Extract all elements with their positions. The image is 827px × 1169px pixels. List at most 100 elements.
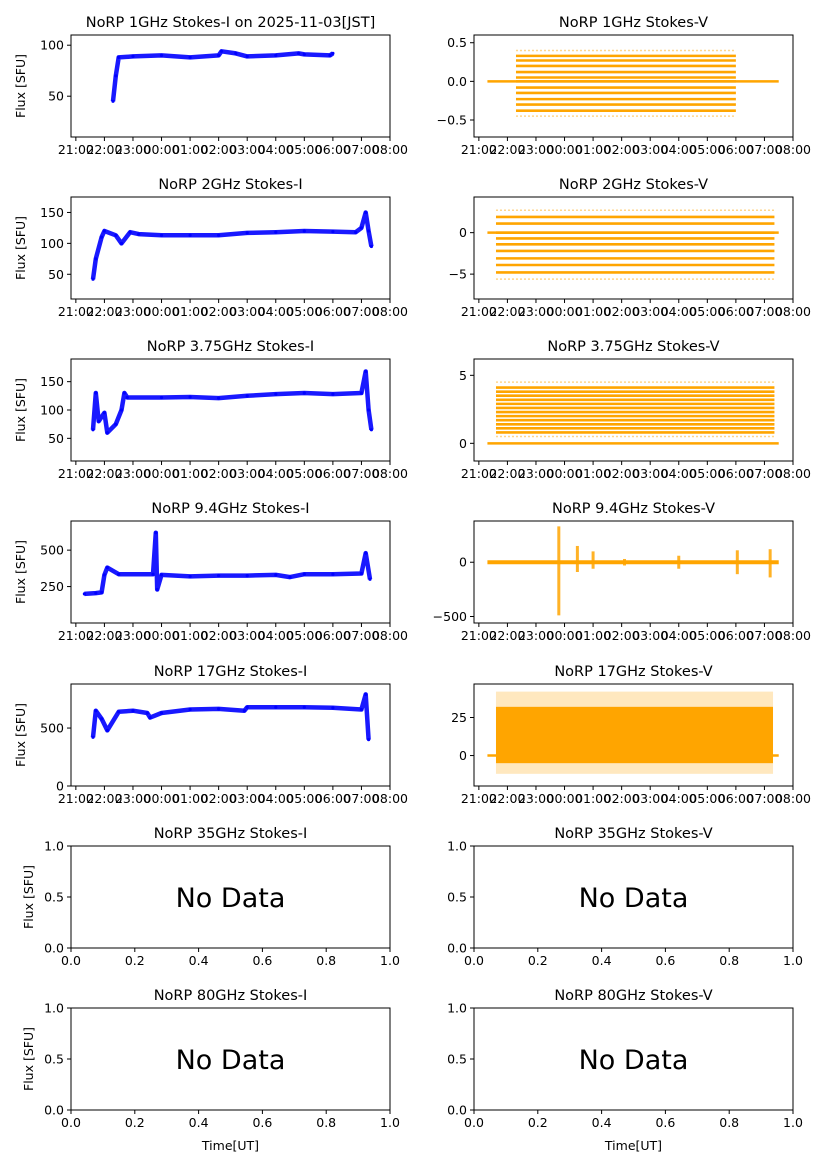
x-tick-label: 00:00 <box>547 466 583 481</box>
y-tick-label: −500 <box>433 609 467 624</box>
data-point <box>331 230 335 234</box>
x-tick-label: 0.0 <box>61 953 81 968</box>
x-tick-label: 00:00 <box>547 304 583 319</box>
no-data-label: No Data <box>579 1045 689 1076</box>
x-tick-label: 22:00 <box>489 466 525 481</box>
x-tick-label: 07:00 <box>746 142 782 157</box>
y-tick-label: 0.0 <box>447 941 467 956</box>
data-point <box>82 592 86 596</box>
x-tick-label: 23:00 <box>115 142 151 157</box>
subplot-v-1ghz: NoRP 1GHz Stokes-V −0.5 0.0 0.5 21:0022:0023… <box>437 15 811 157</box>
x-tick-label: 1.0 <box>783 953 803 968</box>
y-tick-label: 100 <box>40 236 64 251</box>
x-tick-label: 0.6 <box>252 953 272 968</box>
y-tick-label: 0 <box>459 748 467 763</box>
data-point <box>105 728 109 733</box>
data-point <box>369 428 373 432</box>
x-tick-label: 05:00 <box>689 142 725 157</box>
data-point <box>364 369 368 374</box>
data-point <box>105 431 109 435</box>
y-tick-label: 50 <box>48 431 64 446</box>
data-point <box>137 232 141 236</box>
x-tick-label: 04:00 <box>258 466 294 481</box>
data-point <box>217 574 221 578</box>
data-point <box>234 51 238 56</box>
data-point <box>159 233 164 237</box>
x-tick-label: 00:00 <box>144 304 180 319</box>
x-tick-label: 22:00 <box>489 628 525 643</box>
x-tick-label: 04:00 <box>661 142 697 157</box>
y-tick-label: 0.0 <box>447 1103 467 1118</box>
data-point <box>328 53 332 58</box>
stokes-i-trace <box>90 369 374 435</box>
data-point <box>91 735 95 739</box>
axes-frame <box>473 520 794 624</box>
data-point <box>114 74 118 78</box>
x-tick-label: 05:00 <box>286 628 322 643</box>
x-tick-label: 00:00 <box>144 628 180 643</box>
subplot-v-375ghz: NoRP 3.75GHz Stokes-V 0 5 21:0022:0023:0000… <box>459 339 811 481</box>
data-point <box>91 428 95 432</box>
data-point <box>159 711 164 715</box>
x-tick-label: 23:00 <box>115 466 151 481</box>
x-tick-label: 03:00 <box>632 466 668 481</box>
subplot-i-35ghz: NoRP 35GHz Stokes-I No Data 0.0 0.5 1.0 0.0 0.… <box>21 826 400 968</box>
data-point <box>364 210 368 215</box>
x-tick-label: 23:00 <box>518 142 554 157</box>
y-tick-label: 0.5 <box>44 1052 64 1067</box>
data-point <box>217 707 221 711</box>
x-tick-label: 02:00 <box>201 304 237 319</box>
x-tick-label: 0.4 <box>189 953 209 968</box>
subplot-i-94ghz: NoRP 9.4GHz Stokes-I 250 500 21:0022:0023:0… <box>13 501 408 643</box>
x-tick-label: 21:00 <box>58 304 94 319</box>
x-tick-label: 04:00 <box>258 304 294 319</box>
data-point <box>154 531 158 535</box>
y-tick-label: 1.0 <box>44 839 64 854</box>
data-point <box>274 392 278 396</box>
x-tick-label: 00:00 <box>547 791 583 806</box>
x-tick-label: 0.2 <box>125 1115 145 1130</box>
x-tick-label: 07:00 <box>746 791 782 806</box>
subplot-title: NoRP 17GHz Stokes-I <box>154 664 308 680</box>
y-tick-label: 0.5 <box>447 890 467 905</box>
x-tick-label: 07:00 <box>746 628 782 643</box>
y-tick-label: 0 <box>459 436 467 451</box>
subplot-title: NoRP 9.4GHz Stokes-I <box>151 501 309 517</box>
y-axis-label: Flux [SFU] <box>13 703 28 767</box>
data-point <box>188 233 192 237</box>
data-point <box>188 395 192 399</box>
x-tick-label: 02:00 <box>604 304 640 319</box>
no-data-label: No Data <box>176 1045 286 1076</box>
data-point <box>364 551 368 555</box>
data-point <box>159 395 164 400</box>
x-tick-label: 07:00 <box>343 628 379 643</box>
x-tick-label: 0.0 <box>61 1115 81 1130</box>
data-point <box>94 257 98 261</box>
data-point <box>368 577 372 581</box>
axes-frame <box>70 34 391 138</box>
data-point <box>331 706 335 710</box>
x-tick-label: 06:00 <box>315 466 351 481</box>
data-point <box>359 226 363 230</box>
subplot-i-2ghz: NoRP 2GHz Stokes-I 50 100 150 21:0022:0023:0… <box>13 177 408 319</box>
data-point <box>188 707 192 712</box>
data-layer <box>487 526 779 616</box>
x-tick-label: 02:00 <box>604 791 640 806</box>
x-tick-label: 0.4 <box>189 1115 209 1130</box>
x-tick-label: 05:00 <box>286 466 322 481</box>
axes-frame <box>70 520 391 624</box>
x-tick-label: 21:00 <box>58 791 94 806</box>
axes-frame <box>473 358 794 462</box>
data-point <box>100 235 104 239</box>
y-tick-label: 1.0 <box>447 1001 467 1016</box>
x-tick-label: 08:00 <box>372 466 408 481</box>
subplot-title: NoRP 1GHz Stokes-I on 2025-11-03[JST] <box>86 15 376 31</box>
x-tick-label: 22:00 <box>86 304 122 319</box>
y-tick-label: −5 <box>449 267 467 282</box>
stokes-i-trace <box>90 210 374 280</box>
data-point <box>219 49 224 53</box>
axes-frame <box>473 34 794 138</box>
y-tick-label: −0.5 <box>437 113 467 128</box>
x-tick-label: 08:00 <box>775 466 811 481</box>
data-point <box>91 277 95 281</box>
